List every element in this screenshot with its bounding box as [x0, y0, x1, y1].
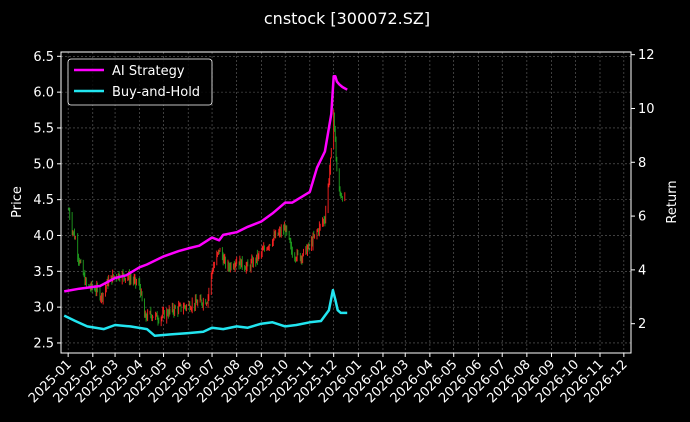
- y-tick-label-left: 3.5: [33, 265, 54, 280]
- y-axis-left: 2.5 3.0 3.5 4.0 4.5 5.0 5.5 6.0 6.5: [33, 50, 61, 351]
- y-tick-label-left: 6.0: [33, 86, 54, 101]
- grid-lines: [61, 52, 631, 353]
- y-axis-left-label: Price: [10, 186, 25, 218]
- legend-label-ai-strategy: AI Strategy: [112, 64, 185, 79]
- series-line-ai-strategy: [63, 74, 348, 293]
- y-tick-label-left: 2.5: [33, 336, 54, 351]
- series-line-buy-and-hold: [63, 288, 348, 338]
- y-tick-label-left: 6.5: [33, 50, 54, 65]
- legend: AI Strategy Buy-and-Hold: [67, 58, 213, 106]
- return-lines: [63, 74, 348, 338]
- y-tick-label-left: 5.5: [33, 121, 54, 136]
- plot-frame: [60, 51, 632, 354]
- y-tick-label-right: 10: [638, 102, 655, 117]
- y-axis-right-label: Return: [665, 180, 680, 223]
- legend-label-buy-and-hold: Buy-and-Hold: [112, 85, 200, 100]
- y-tick-label-right: 12: [638, 48, 655, 63]
- y-tick-label-right: 4: [638, 263, 646, 278]
- y-tick-label-left: 5.0: [33, 157, 54, 172]
- y-tick-label-right: 2: [638, 317, 646, 332]
- y-tick-label-left: 4.5: [33, 193, 54, 208]
- y-tick-label-right: 6: [638, 210, 646, 225]
- y-axis-right: 2 4 6 8 10 12: [631, 48, 655, 332]
- y-tick-label-right: 8: [638, 156, 646, 171]
- y-tick-label-left: 3.0: [33, 301, 54, 316]
- chart-title: cnstock [300072.SZ]: [264, 9, 430, 28]
- y-tick-label-left: 4.0: [33, 229, 54, 244]
